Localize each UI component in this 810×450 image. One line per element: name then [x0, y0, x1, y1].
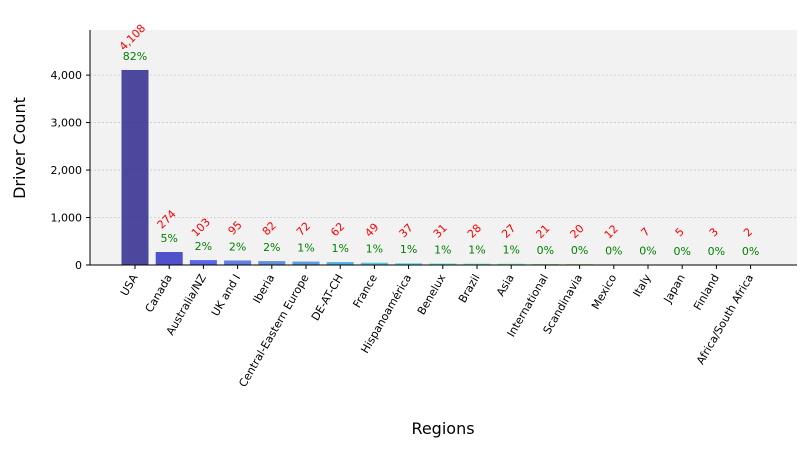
- percent-label: 2%: [263, 241, 280, 254]
- percent-label: 0%: [571, 244, 588, 257]
- x-tick-label: France: [350, 272, 380, 310]
- percent-label: 82%: [123, 50, 147, 63]
- percent-label: 1%: [331, 242, 348, 255]
- bar-hispanoam-rica: [395, 263, 423, 265]
- bar-de-at-ch: [326, 262, 354, 265]
- percent-label: 0%: [742, 245, 759, 258]
- x-tick-label: Finland: [691, 272, 722, 313]
- bars: [121, 69, 765, 266]
- percent-label: 2%: [195, 240, 212, 253]
- y-tick-label: 4,000: [51, 69, 83, 82]
- x-tick-label: Canada: [143, 272, 175, 315]
- percent-label: 0%: [639, 245, 656, 258]
- percent-label: 5%: [160, 232, 177, 245]
- y-tick-label: 1,000: [51, 212, 83, 225]
- percent-label: 1%: [297, 242, 314, 255]
- x-tick-label: USA: [118, 272, 141, 299]
- y-axis-label: Driver Count: [10, 97, 29, 199]
- percent-label: 0%: [673, 245, 690, 258]
- x-tick-label: Central-Eastern Europe: [236, 272, 311, 390]
- bar-iberia: [258, 261, 286, 265]
- bar-france: [360, 262, 388, 265]
- percent-label: 0%: [537, 244, 554, 257]
- x-tick-label: Benelux: [415, 272, 449, 318]
- y-tick-label: 2,000: [51, 164, 83, 177]
- bar-central-eastern-europe: [292, 261, 320, 265]
- bar-benelux: [429, 263, 457, 265]
- plot-area: [90, 30, 797, 265]
- percent-label: 1%: [468, 244, 485, 257]
- percent-label: 1%: [400, 243, 417, 256]
- bar-australia-nz: [189, 260, 217, 265]
- bar-asia: [497, 263, 525, 265]
- y-tick-label: 0: [75, 259, 82, 272]
- percent-label: 1%: [502, 244, 519, 257]
- x-tick-label: Italy: [630, 272, 653, 300]
- x-tick-label: Iberia: [250, 272, 277, 306]
- bar-canada: [155, 251, 183, 265]
- percent-label: 0%: [708, 245, 725, 258]
- x-tick-label: Mexico: [589, 272, 620, 312]
- grid-lines: [90, 74, 797, 218]
- bar-brazil: [463, 263, 491, 265]
- x-axis-label: Regions: [411, 419, 474, 438]
- y-tick-label: 3,000: [51, 117, 83, 130]
- percent-label: 2%: [229, 240, 246, 253]
- x-tick-label: Asia: [494, 272, 517, 298]
- x-tick-label: DE-AT-CH: [309, 272, 346, 323]
- x-tick-label: UK and I: [209, 272, 243, 319]
- y-ticks: 0 1,000 2,000 3,000 4,000: [51, 69, 90, 272]
- bar-usa: [121, 69, 149, 265]
- x-tick-label: Brazil: [456, 272, 483, 305]
- percent-labels: 82% 5% 2% 2% 2% 1% 1% 1% 1% 1% 1% 1% 0% 0% 0% 0% 0% 0% 0%: [123, 50, 760, 258]
- percent-label: 0%: [605, 244, 622, 257]
- x-tick-label: Japan: [661, 272, 688, 306]
- bar-uk-and-i: [224, 260, 252, 265]
- percent-label: 1%: [434, 244, 451, 257]
- percent-label: 1%: [366, 243, 383, 256]
